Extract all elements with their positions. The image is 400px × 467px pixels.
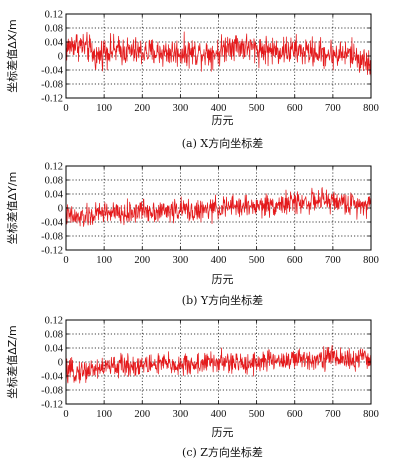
x-tick-label: 400	[211, 103, 227, 114]
y-tick-label: -0.12	[41, 246, 63, 257]
panel-caption: (c) Z方向坐标差	[182, 445, 263, 459]
y-tick-label: 0.12	[45, 316, 63, 327]
x-axis-label: 历元	[212, 273, 234, 286]
y-tick-label: 0.12	[45, 162, 63, 173]
x-tick-label: 200	[134, 409, 150, 420]
x-tick-label: 0	[63, 409, 68, 420]
x-axis-label: 历元	[212, 426, 234, 439]
y-tick-label: 0.04	[45, 344, 64, 355]
panel-z: 坐标差值ΔZ/m 历元 (c) Z方向坐标差 0 100 200 300 400 500 6…	[5, 316, 379, 460]
x-tick-label: 500	[249, 103, 265, 114]
y-tick-label: 0.08	[45, 24, 63, 35]
series-line	[65, 345, 372, 384]
x-tick-label: 300	[173, 255, 189, 266]
x-tick-label: 100	[96, 103, 112, 114]
y-tick-label: -0.04	[41, 372, 64, 383]
x-tick-label: 200	[134, 255, 150, 266]
x-tick-label: 0	[63, 103, 68, 114]
x-tick-label: 700	[325, 255, 341, 266]
panel-caption: (b) Y方向坐标差	[182, 293, 263, 307]
x-tick-label: 500	[249, 409, 265, 420]
x-tick-label: 700	[325, 409, 341, 420]
y-tick-label: 0.08	[45, 176, 63, 187]
y-axis-label: 坐标差值ΔX/m	[5, 19, 19, 92]
y-tick-label: -0.08	[41, 80, 63, 91]
x-tick-label: 600	[287, 103, 303, 114]
y-tick-label: 0.04	[45, 190, 64, 201]
y-tick-label: 0.12	[45, 10, 63, 21]
y-tick-label: 0	[58, 52, 63, 63]
x-tick-label: 0	[63, 255, 68, 266]
y-tick-label: 0	[58, 358, 63, 369]
y-tick-label: -0.08	[41, 386, 63, 397]
x-tick-label: 100	[96, 409, 112, 420]
y-tick-label: -0.12	[41, 400, 63, 411]
series-line	[65, 31, 372, 79]
x-tick-label: 800	[363, 103, 379, 114]
x-tick-label: 200	[134, 103, 150, 114]
panel-caption: (a) X方向坐标差	[182, 136, 263, 150]
x-tick-label: 800	[363, 409, 379, 420]
panel-y: 坐标差值ΔY/m 历元 (b) Y方向坐标差 0 100 200 300 400 500 6…	[5, 162, 379, 308]
x-tick-label: 300	[173, 409, 189, 420]
series-line	[65, 187, 372, 227]
x-tick-label: 100	[96, 255, 112, 266]
y-tick-label: 0.08	[45, 330, 63, 341]
y-tick-label: 0.04	[45, 38, 64, 49]
x-tick-label: 400	[211, 255, 227, 266]
x-tick-label: 300	[173, 103, 189, 114]
x-tick-label: 500	[249, 255, 265, 266]
y-tick-label: -0.08	[41, 232, 63, 243]
y-tick-label: -0.04	[41, 218, 64, 229]
panel-x: 坐标差值ΔX/m 历元 (a) X方向坐标差 0 100 200 300 400 500 6…	[5, 10, 379, 151]
x-tick-label: 400	[211, 409, 227, 420]
x-tick-label: 800	[363, 255, 379, 266]
x-axis-label: 历元	[212, 114, 234, 127]
x-tick-label: 700	[325, 103, 341, 114]
y-axis-label: 坐标差值ΔY/m	[5, 172, 19, 245]
y-tick-label: 0	[58, 204, 63, 215]
x-tick-label: 600	[287, 409, 303, 420]
y-tick-label: -0.12	[41, 94, 63, 105]
y-axis-label: 坐标差值ΔZ/m	[5, 325, 19, 398]
x-tick-label: 600	[287, 255, 303, 266]
y-tick-label: -0.04	[41, 66, 64, 77]
